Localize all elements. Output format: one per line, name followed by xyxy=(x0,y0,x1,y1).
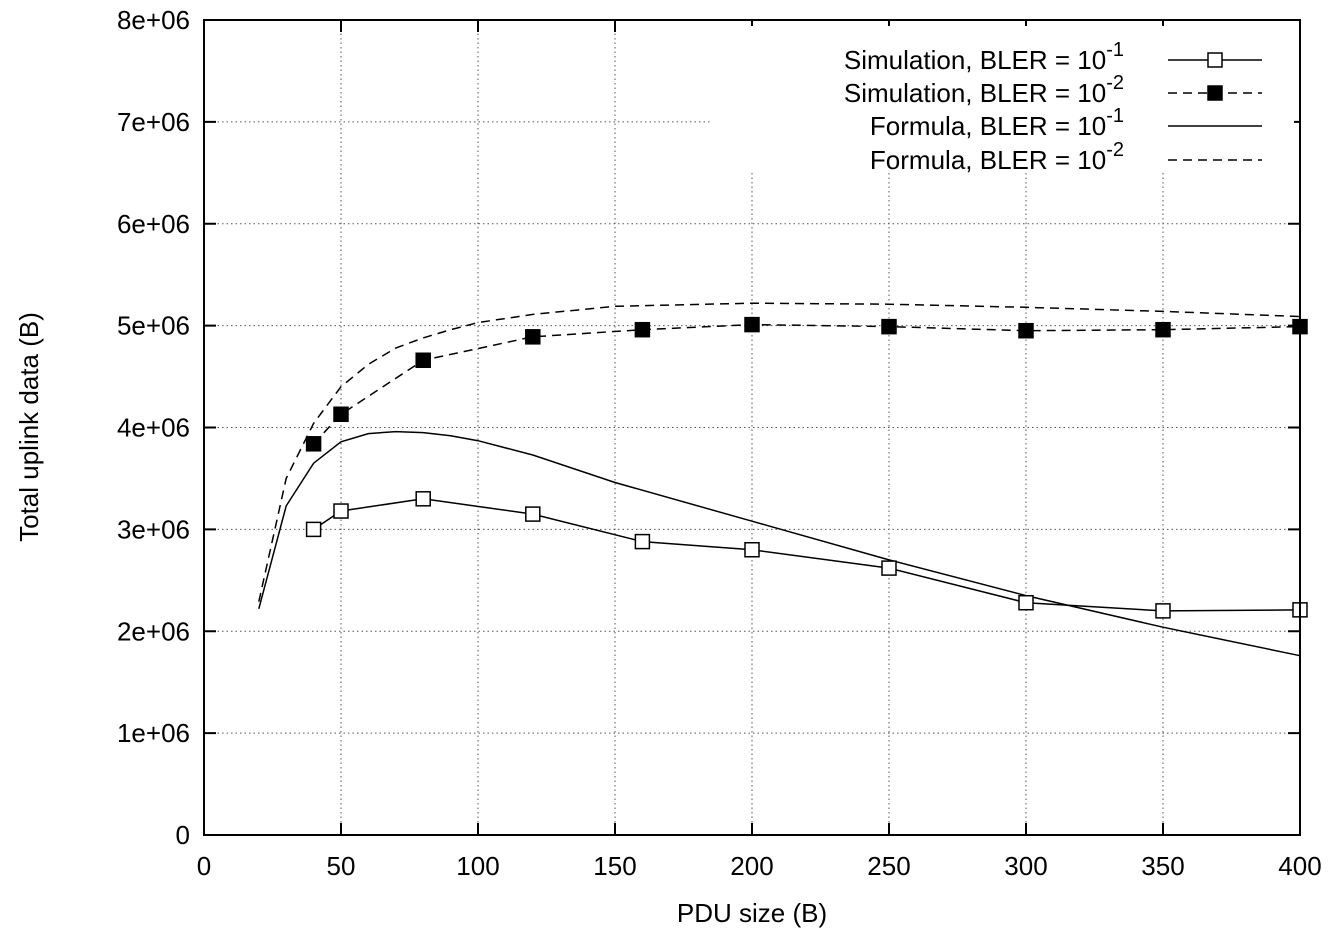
x-tick-label: 150 xyxy=(593,851,636,881)
legend-marker-simulation-bler-10-2 xyxy=(1207,85,1223,101)
series-line-simulation-bler-10-2 xyxy=(313,323,1301,445)
x-tick-label: 350 xyxy=(1141,851,1184,881)
legend-label-exponent: -2 xyxy=(1106,139,1124,161)
data-point-simulation-bler-10-2 xyxy=(525,329,541,345)
x-tick-label: 200 xyxy=(730,851,773,881)
data-point-simulation-bler-10-2 xyxy=(881,318,897,335)
legend-label-simulation-bler-10-1: Simulation, BLER = 10-1 xyxy=(844,39,1124,75)
x-tick-label: 400 xyxy=(1278,851,1321,881)
legend-label-formula-bler-10-2: Formula, BLER = 10-2 xyxy=(870,139,1124,175)
data-point-simulation-bler-10-1 xyxy=(744,542,760,558)
plot-lines xyxy=(258,302,1301,657)
x-tick-label: 250 xyxy=(867,851,910,881)
ticks xyxy=(203,19,1301,836)
data-point-simulation-bler-10-1 xyxy=(305,521,322,538)
legend-label-base: Formula, BLER = 10 xyxy=(870,145,1106,175)
data-point-simulation-bler-10-2 xyxy=(305,436,322,452)
data-point-simulation-bler-10-1 xyxy=(415,491,431,507)
y-tick-label: 8e+06 xyxy=(117,5,190,35)
legend-label-exponent: -1 xyxy=(1106,105,1124,127)
x-tick-label: 300 xyxy=(1004,851,1047,881)
legend-label-exponent: -2 xyxy=(1106,72,1124,94)
data-point-simulation-bler-10-1 xyxy=(881,560,897,576)
y-tick-label: 3e+06 xyxy=(117,514,190,544)
series-line-formula-bler-10-2 xyxy=(258,302,1301,602)
plot-markers xyxy=(305,316,1308,619)
data-point-simulation-bler-10-2 xyxy=(634,321,651,338)
legend-label-base: Simulation, BLER = 10 xyxy=(844,45,1106,75)
y-axis-label: Total uplink data (B) xyxy=(14,312,44,542)
y-tick-label: 4e+06 xyxy=(117,413,190,443)
x-tick-label: 0 xyxy=(197,851,211,881)
series-line-formula-bler-10-1 xyxy=(258,430,1301,657)
legend-label-formula-bler-10-1: Formula, BLER = 10-1 xyxy=(870,105,1124,141)
data-point-simulation-bler-10-2 xyxy=(744,316,760,333)
legend-label-exponent: -1 xyxy=(1106,39,1124,61)
data-point-simulation-bler-10-1 xyxy=(333,503,349,519)
series-line-simulation-bler-10-1 xyxy=(313,498,1301,612)
x-tick-label: 100 xyxy=(456,851,499,881)
data-point-simulation-bler-10-2 xyxy=(1155,321,1171,338)
data-point-simulation-bler-10-1 xyxy=(525,506,541,522)
y-tick-label: 2e+06 xyxy=(117,616,190,646)
legend-marker-simulation-bler-10-1 xyxy=(1207,52,1223,68)
x-tick-label: 50 xyxy=(327,851,356,881)
data-point-simulation-bler-10-1 xyxy=(634,533,651,550)
y-tick-label: 7e+06 xyxy=(117,107,190,137)
legend-label-base: Simulation, BLER = 10 xyxy=(844,78,1106,108)
data-point-simulation-bler-10-2 xyxy=(1018,322,1034,339)
legend-label-base: Formula, BLER = 10 xyxy=(870,111,1106,141)
tick-labels: 0 50 100 150 200 250 300 350 400 0 1e+06 2e+06 3e+06… xyxy=(117,5,1322,881)
y-tick-label: 0 xyxy=(176,820,190,850)
data-point-simulation-bler-10-2 xyxy=(333,406,349,423)
data-point-simulation-bler-10-1 xyxy=(1155,603,1171,619)
x-axis-label: PDU size (B) xyxy=(677,898,827,928)
legend-label-simulation-bler-10-2: Simulation, BLER = 10-2 xyxy=(844,72,1124,108)
data-point-simulation-bler-10-1 xyxy=(1018,594,1034,611)
y-tick-label: 6e+06 xyxy=(117,209,190,239)
y-tick-label: 5e+06 xyxy=(117,311,190,341)
legend-background xyxy=(712,26,1294,172)
data-point-simulation-bler-10-2 xyxy=(415,352,431,369)
y-tick-label: 1e+06 xyxy=(117,718,190,748)
